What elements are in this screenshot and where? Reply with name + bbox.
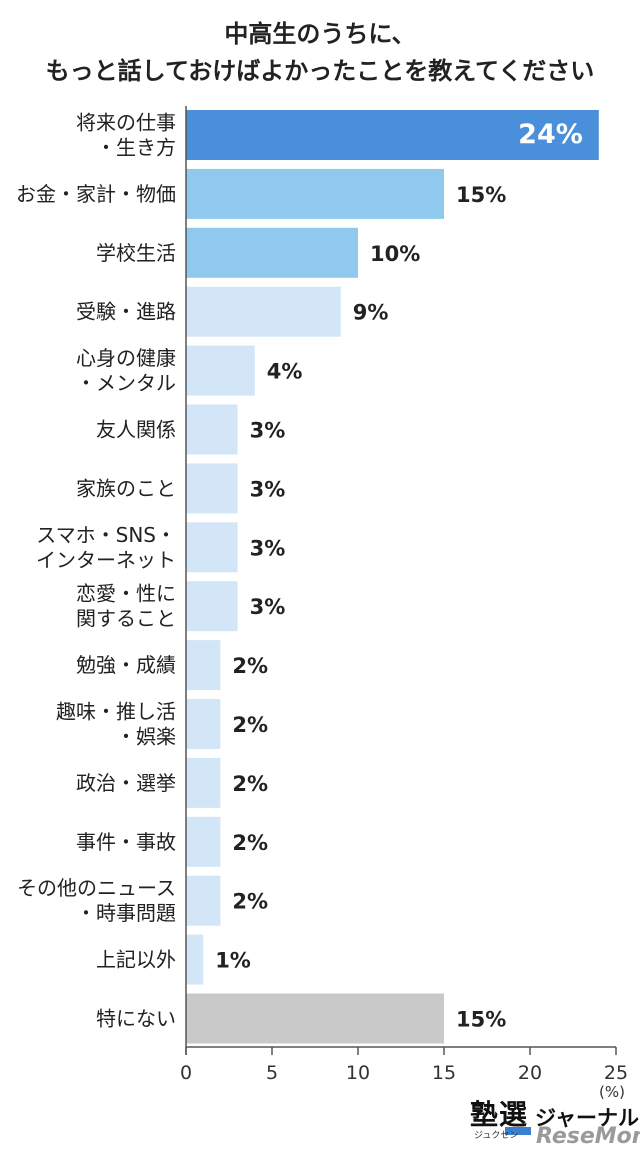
category-label: 特にない [96, 1007, 176, 1031]
x-axis-unit: (%) [599, 1083, 625, 1101]
value-label: 24% [518, 119, 583, 150]
bar [186, 227, 358, 278]
bar [186, 757, 221, 808]
value-label: 2% [232, 654, 268, 678]
category-label: ・時事問題 [76, 901, 176, 925]
category-label: 事件・事故 [76, 830, 176, 854]
value-label: 3% [250, 419, 286, 443]
category-label: 心身の健康 [76, 346, 176, 370]
category-label: 家族のこと [76, 476, 176, 500]
category-label: 関すること [76, 607, 176, 631]
value-label: 15% [456, 183, 506, 207]
bar [186, 522, 238, 573]
logo-accent-bar [505, 1127, 531, 1135]
value-label: 10% [370, 242, 420, 266]
value-label: 9% [353, 301, 389, 325]
value-label: 3% [250, 536, 286, 560]
category-label: 受験・進路 [76, 300, 176, 324]
category-label: 趣味・推し活 [56, 700, 176, 724]
value-label: 1% [215, 949, 251, 973]
chart-title-line1: 中高生のうちに、 [224, 20, 416, 48]
category-label: 上記以外 [96, 948, 176, 972]
bar [186, 816, 221, 867]
chart-title-line2: もっと話しておけばよかったことを教えてください [45, 57, 595, 85]
value-label: 2% [232, 890, 268, 914]
logo-journal: ジャーナル [535, 1106, 639, 1130]
category-label: お金・家計・物価 [16, 182, 176, 206]
bar [186, 993, 444, 1044]
bar [186, 581, 238, 632]
logo-kana: ジュクセン [474, 1131, 519, 1141]
x-tick-label: 15 [432, 1062, 456, 1084]
bar [186, 875, 221, 926]
bar [186, 345, 255, 396]
category-label: 友人関係 [96, 418, 176, 442]
value-label: 2% [232, 831, 268, 855]
x-tick-label: 10 [346, 1062, 370, 1084]
x-tick-label: 20 [518, 1062, 542, 1084]
logo-resemom: ReseMom [536, 1124, 640, 1149]
category-label: ・娯楽 [116, 725, 176, 749]
category-label: 勉強・成績 [76, 653, 176, 677]
bar [186, 463, 238, 514]
category-label: 学校生活 [96, 241, 176, 265]
x-tick-label: 25 [604, 1062, 628, 1084]
value-label: 3% [250, 477, 286, 501]
category-label: ・生き方 [96, 136, 176, 160]
bar [186, 404, 238, 455]
logo-jukusen: 塾選 [470, 1098, 529, 1131]
category-label: 政治・選挙 [76, 771, 176, 795]
value-label: 2% [232, 772, 268, 796]
value-label: 15% [456, 1008, 506, 1032]
value-label: 3% [250, 595, 286, 619]
x-tick-label: 0 [180, 1062, 192, 1084]
category-label: 恋愛・性に [76, 582, 176, 606]
bar [186, 640, 221, 691]
bar [186, 286, 341, 337]
category-label: ・メンタル [76, 371, 176, 395]
category-label: その他のニュース [17, 876, 176, 900]
bar [186, 110, 599, 160]
category-label: スマホ・SNS・ [36, 523, 176, 547]
x-tick-label: 5 [266, 1062, 278, 1084]
bar [186, 168, 444, 219]
bar [186, 699, 221, 749]
bar [186, 934, 204, 985]
value-label: 4% [267, 360, 303, 384]
category-label: インターネット [36, 548, 176, 572]
category-label: 将来の仕事 [76, 111, 176, 135]
value-label: 2% [232, 713, 268, 737]
